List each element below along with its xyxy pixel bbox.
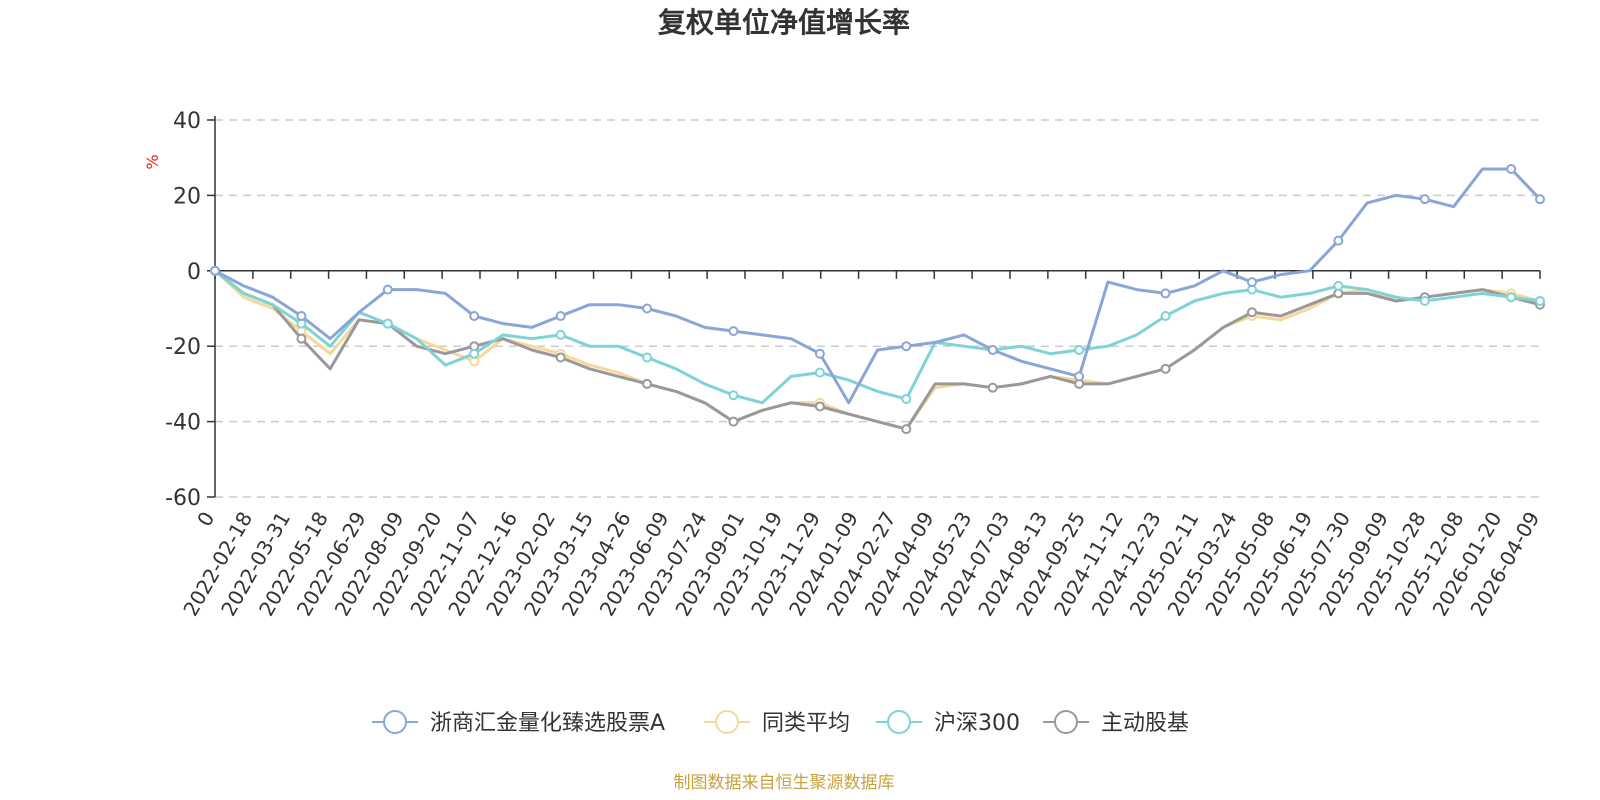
series-line [214, 269, 1541, 405]
data-point [296, 333, 307, 344]
series-2 [210, 265, 1545, 405]
series-0 [210, 164, 1545, 405]
data-point [210, 265, 220, 276]
data-point [642, 303, 653, 314]
legend-marker [887, 710, 911, 734]
y-axis-unit: % [143, 154, 162, 169]
legend-label: 浙商汇金量化臻选股票A [430, 711, 665, 736]
data-point [814, 401, 825, 412]
source-note: 制图数据来自恒生聚源数据库 [674, 773, 895, 793]
data-point [1246, 277, 1257, 288]
data-point [901, 424, 912, 435]
data-point [1074, 344, 1085, 355]
data-point [1246, 307, 1257, 318]
y-tick-label: -20 [165, 335, 201, 360]
legend-item-3[interactable]: 主动股基 [1043, 710, 1189, 736]
data-point [901, 393, 912, 404]
data-point [1419, 194, 1430, 205]
legend-label: 主动股基 [1101, 711, 1189, 736]
y-tick-label: -60 [165, 486, 201, 511]
data-point [555, 311, 566, 322]
series-line [214, 269, 1541, 431]
legend-label: 同类平均 [762, 711, 850, 736]
data-point [987, 344, 998, 355]
data-point [1160, 288, 1171, 299]
data-point [469, 348, 480, 359]
data-point [1535, 194, 1545, 205]
data-point [469, 311, 480, 322]
legend-item-2[interactable]: 沪深300 [876, 710, 1020, 736]
data-point [1535, 295, 1545, 306]
legend[interactable]: 浙商汇金量化臻选股票A 同类平均 沪深300 主动股基 [372, 710, 1189, 736]
data-point [814, 348, 825, 359]
data-point [382, 318, 393, 329]
y-tick-label: -40 [165, 411, 201, 436]
data-point [728, 390, 739, 401]
data-point [1160, 311, 1171, 322]
data-point [642, 352, 653, 363]
legend-label: 沪深300 [934, 711, 1020, 736]
data-point [814, 367, 825, 378]
data-point [382, 284, 393, 295]
data-point [1506, 292, 1517, 303]
chart-title: 复权单位净值增长率 [658, 6, 910, 39]
data-point [555, 329, 566, 340]
data-point [555, 352, 566, 363]
data-point [728, 326, 739, 337]
data-point [987, 382, 998, 393]
series-lines [210, 164, 1545, 435]
legend-item-0[interactable]: 浙商汇金量化臻选股票A [372, 710, 665, 736]
grid-lines [215, 119, 1540, 498]
y-tick-label: 20 [173, 184, 201, 209]
legend-item-1[interactable]: 同类平均 [704, 710, 850, 736]
data-point [1333, 280, 1344, 291]
data-point [1419, 295, 1430, 306]
y-tick-label: 0 [187, 260, 201, 285]
data-point [728, 416, 739, 427]
axes: 40200-20-40-6002022-02-182022-03-312022-… [165, 109, 1544, 620]
data-point [296, 311, 307, 322]
data-point [1506, 164, 1517, 175]
data-point [642, 378, 653, 389]
legend-marker [383, 710, 407, 734]
series-line [214, 167, 1542, 405]
legend-marker [1054, 710, 1078, 734]
legend-marker [715, 710, 739, 734]
x-tick-label: 0 [192, 508, 219, 531]
y-tick-label: 40 [173, 109, 201, 134]
data-point [1074, 371, 1085, 382]
data-point [1160, 363, 1171, 374]
data-point [901, 341, 912, 352]
data-point [1333, 235, 1344, 246]
